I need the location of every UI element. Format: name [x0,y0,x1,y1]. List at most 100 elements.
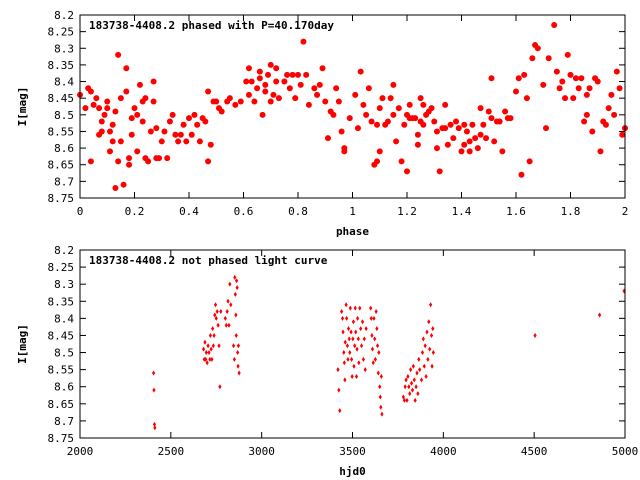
data-point [420,101,427,108]
data-point [164,155,171,162]
data-point [406,373,410,379]
data-point [351,336,355,342]
data-point [405,397,409,403]
data-point [225,309,229,315]
data-point [442,101,449,108]
data-point [354,125,361,132]
data-point [556,85,563,92]
data-point [292,95,299,102]
data-point [90,101,97,108]
data-point [375,326,379,332]
data-point [336,367,340,373]
y-tick-label: 8.65 [48,159,75,172]
data-point [436,168,443,175]
data-point [406,101,413,108]
data-point [499,148,506,155]
data-point [369,315,373,321]
data-points [151,274,626,431]
data-point [414,384,418,390]
data-point [426,356,430,362]
data-point [611,111,618,118]
data-point [204,356,208,362]
data-point [431,350,435,356]
y-ticks: 8.2 8.25 8.3 8.35 8.4 8.45 8.5 8.55 8.6 8.65 8.7 8.… [48,9,625,205]
data-point [267,61,274,68]
y-tick-label: 8.2 [54,9,74,22]
data-point [229,302,233,308]
data-point [408,391,412,397]
data-point [243,78,250,85]
data-point [338,128,345,135]
data-point [572,75,579,82]
data-point [359,343,364,349]
data-point [231,343,236,349]
data-point [359,326,363,332]
data-point [206,343,210,349]
y-tick-label: 8.25 [48,26,75,39]
data-point [361,356,365,362]
x-axis-label: hjd0 [339,465,366,478]
data-point [469,121,476,128]
data-point [262,81,269,88]
data-point [371,360,375,366]
data-point [115,158,122,165]
data-point [442,125,449,132]
data-point [559,78,566,85]
data-point [395,105,402,112]
data-point [232,101,239,108]
data-point [562,95,569,102]
data-point [177,131,184,138]
data-point [270,91,277,98]
data-point [352,91,359,98]
data-point [295,71,301,78]
data-point [533,332,537,338]
chart-title: 183738-4408.2 phased with P=40.170day [89,19,334,32]
chart-title: 183738-4408.2 not phased light curve [89,254,328,267]
data-point [461,141,468,148]
data-point [583,91,590,98]
data-point [316,81,323,88]
y-tick-label: 8.55 [48,364,75,377]
data-point [594,78,601,85]
data-point [390,81,397,88]
data-point [289,71,296,78]
y-tick-label: 8.4 [54,312,74,325]
data-point [233,291,237,297]
data-point [444,141,451,148]
data-point [453,118,460,125]
y-tick-label: 8.5 [54,109,74,122]
data-point [267,98,274,105]
data-point [379,95,386,102]
data-point [364,326,368,332]
data-point [245,65,252,72]
data-point [416,391,420,397]
data-point [93,95,100,102]
data-point [346,326,351,332]
x-tick-label: 1 [349,205,356,218]
data-point [423,343,427,349]
data-point [491,138,498,145]
data-point [223,315,227,321]
data-point [398,158,405,165]
data-point [369,305,373,311]
data-point [619,131,626,138]
data-point [254,85,261,92]
data-point [101,111,108,118]
data-point [409,367,413,373]
x-tick-label: 1.2 [397,205,417,218]
data-point [412,377,416,383]
data-point [496,118,503,125]
data-point [433,145,440,152]
data-point [202,118,209,125]
y-axis-label: I[mag] [16,87,29,127]
data-point [259,111,266,118]
data-point [518,171,525,178]
data-point [608,91,615,98]
data-point [265,71,272,78]
phased-light-curve-panel: 8.2 8.25 8.3 8.35 8.4 8.45 8.5 8.55 8.6 8.65 8.7 8.… [16,9,628,238]
data-point [305,101,312,108]
data-point [139,118,146,125]
data-point [322,98,329,105]
data-point [153,425,157,431]
data-point [145,158,152,165]
